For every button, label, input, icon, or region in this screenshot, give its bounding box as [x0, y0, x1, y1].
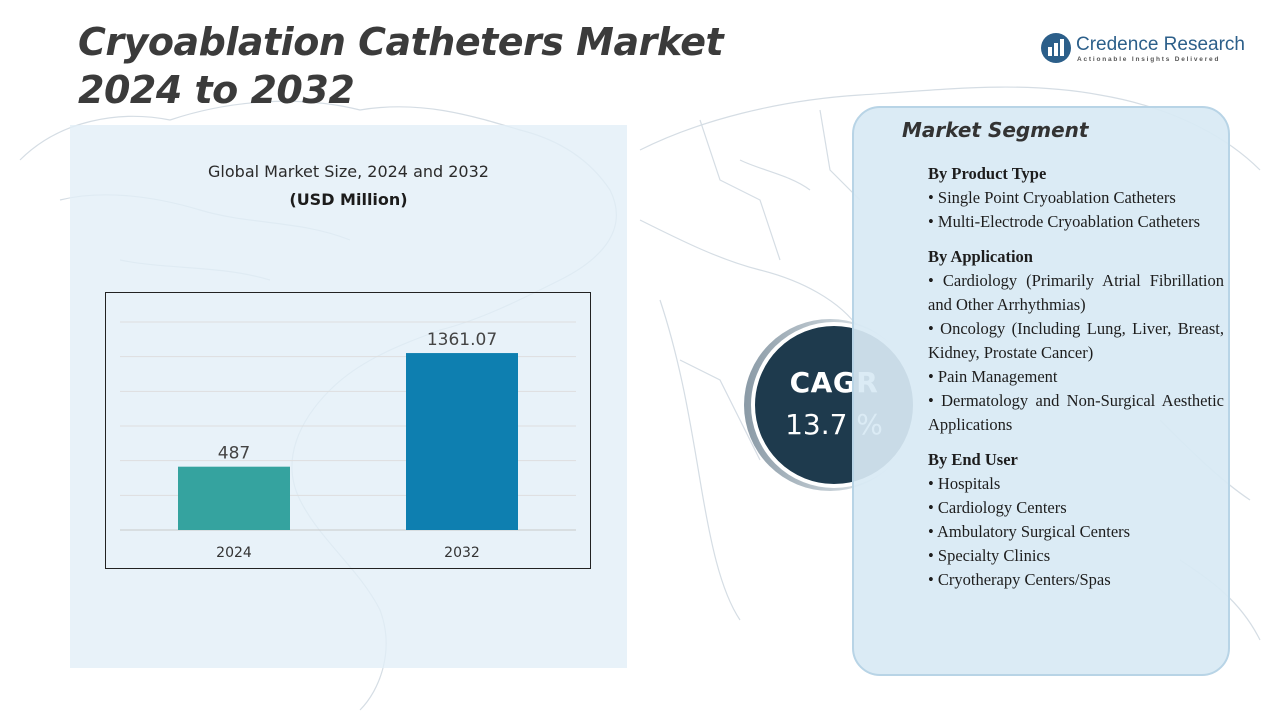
segment-group-title: By Application: [928, 247, 1033, 266]
segment-item: • Oncology (Including Lung, Liver, Breas…: [928, 319, 1224, 362]
segment-group: By End User • Hospitals • Cardiology Cente…: [928, 448, 1224, 592]
bar-2032: [406, 353, 518, 530]
brand-tagline: Actionable Insights Delivered: [1077, 56, 1221, 63]
chart-unit: (USD Million): [289, 190, 408, 209]
segment-title: Market Segment: [902, 118, 1089, 142]
segment-item: • Ambulatory Surgical Centers: [928, 522, 1131, 541]
x-tick-label-2024: 2024: [216, 545, 252, 561]
segment-item: • Dermatology and Non-Surgical Aesthetic…: [928, 391, 1224, 434]
chart-panel: Global Market Size, 2024 and 2032 (USD M…: [70, 125, 627, 668]
title-line-1: Cryoablation Catheters Market: [78, 20, 724, 64]
segment-item: • Hospitals: [928, 474, 1001, 493]
page-title: Cryoablation Catheters Market 2024 to 20…: [78, 18, 724, 114]
chart-frame: [105, 292, 591, 569]
segment-group: By Product Type • Single Point Cryoablati…: [928, 162, 1224, 234]
segment-list: By Product Type • Single Point Cryoablati…: [928, 162, 1224, 603]
segment-item: • Specialty Clinics: [928, 546, 1051, 565]
segment-item: • Cryotherapy Centers/Spas: [928, 570, 1111, 589]
segment-item: • Single Point Cryoablation Catheters: [928, 188, 1176, 207]
bar-chart: 487 2024 1361.07 2032: [120, 321, 576, 561]
data-label-2024: 487: [218, 444, 250, 464]
segment-item: • Cardiology Centers: [928, 498, 1067, 517]
segment-item: • Pain Management: [928, 367, 1058, 386]
segment-group: By Application • Cardiology (Primarily At…: [928, 245, 1224, 437]
segment-group-title: By End User: [928, 450, 1018, 469]
segment-group-title: By Product Type: [928, 164, 1047, 183]
credence-logo-icon: [1041, 33, 1071, 63]
data-label-2032: 1361.07: [427, 330, 497, 350]
segment-item: • Multi-Electrode Cryoablation Catheters: [928, 212, 1200, 231]
brand-logo: Credence Research Actionable Insights De…: [1040, 32, 1260, 68]
brand-name: Credence Research: [1076, 34, 1245, 55]
chart-heading: Global Market Size, 2024 and 2032: [208, 162, 489, 181]
x-tick-label-2032: 2032: [444, 545, 480, 561]
market-segment-panel: Market Segment By Product Type • Single P…: [852, 106, 1230, 676]
segment-item: • Cardiology (Primarily Atrial Fibrillat…: [928, 271, 1224, 314]
title-line-2: 2024 to 2032: [78, 68, 355, 112]
bar-2024: [178, 466, 290, 530]
